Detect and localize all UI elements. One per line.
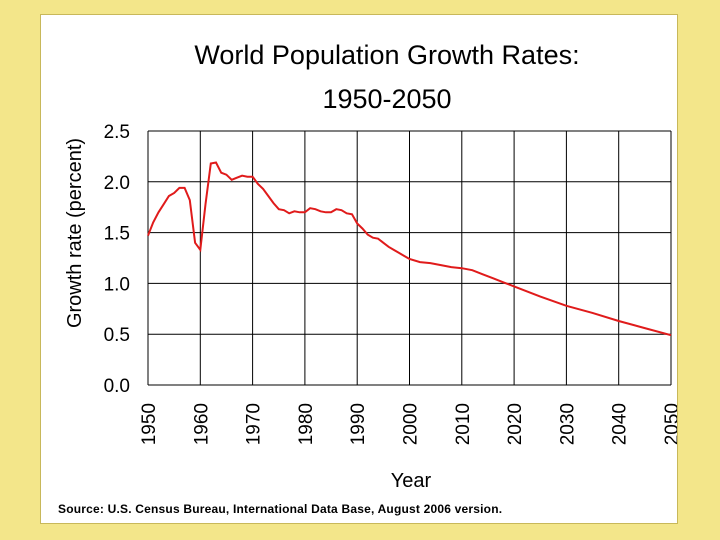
y-tick-labels: 0.0 0.5 1.0 1.5 2.0 2.5 (104, 122, 130, 397)
y-tick-label: 2.0 (104, 173, 130, 194)
x-tick-labels: 1950 1960 1970 1980 1990 2000 2010 2020 2030 2040… (139, 403, 677, 445)
x-tick-label: 1980 (296, 403, 317, 445)
x-tick-label: 2010 (453, 403, 474, 445)
chart-title-line-2: 1950-2050 (322, 84, 451, 114)
x-tick-label: 2040 (610, 403, 631, 445)
x-tick-label: 1970 (244, 403, 265, 445)
x-tick-label: 1960 (191, 403, 212, 445)
y-tick-label: 0.5 (104, 325, 130, 346)
growth-rate-line (147, 161, 672, 337)
y-tick-label: 1.0 (104, 274, 130, 295)
source-note: Source: U.S. Census Bureau, Internationa… (58, 502, 502, 516)
population-growth-chart: World Population Growth Rates: 1950-2050… (58, 40, 677, 516)
y-tick-label: 1.5 (104, 224, 130, 245)
x-tick-label: 2000 (401, 403, 422, 445)
y-tick-label: 0.0 (104, 376, 130, 397)
y-tick-label: 2.5 (104, 122, 130, 143)
x-tick-label: 2020 (505, 403, 526, 445)
x-tick-label: 2030 (557, 403, 578, 445)
y-axis-label: Growth rate (percent) (64, 138, 86, 328)
x-tick-label: 1950 (139, 403, 160, 445)
x-tick-label: 1990 (348, 403, 369, 445)
grid-lines (147, 130, 672, 386)
x-axis-label: Year (391, 470, 432, 492)
x-tick-label: 2050 (662, 403, 677, 445)
chart-title-line-1: World Population Growth Rates: (194, 40, 579, 70)
chart-panel: World Population Growth Rates: 1950-2050… (40, 14, 678, 524)
